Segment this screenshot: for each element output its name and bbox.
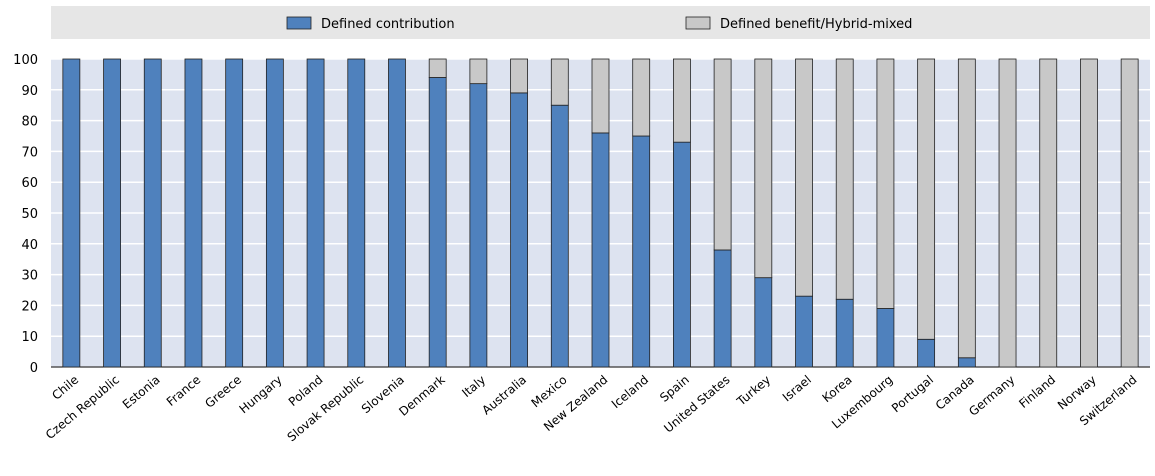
bar-segment-defined-contribution <box>957 357 976 368</box>
bar-segment-defined-benefit <box>469 58 488 85</box>
x-tick-label: Denmark <box>396 373 447 419</box>
bar-segment-defined-benefit <box>795 58 813 297</box>
bar-segment-defined-contribution <box>795 295 813 368</box>
x-tick-label: Finland <box>1016 373 1058 411</box>
y-tick-label: 30 <box>21 269 38 284</box>
bar-segment-defined-contribution <box>428 77 447 368</box>
bar-segment-defined-benefit <box>550 58 569 106</box>
bar-segment-defined-contribution <box>876 308 895 368</box>
x-tick-label: Korea <box>820 373 855 406</box>
bar-segment-defined-contribution <box>388 58 406 368</box>
bar-segment-defined-benefit <box>957 58 976 359</box>
legend-swatch <box>286 16 312 30</box>
bar-segment-defined-contribution <box>225 58 244 368</box>
x-tick-label: Israel <box>780 373 814 405</box>
bar-segment-defined-benefit <box>591 58 610 134</box>
y-tick-label: 90 <box>21 84 38 99</box>
x-tick-label: Estonia <box>120 373 163 412</box>
x-tick-label: Spain <box>657 373 692 405</box>
bar-segment-defined-contribution <box>591 132 610 368</box>
bar-segment-defined-contribution <box>673 141 691 368</box>
bar-segment-defined-contribution <box>469 83 488 368</box>
x-tick-label: Germany <box>966 373 1017 419</box>
bar-segment-defined-contribution <box>550 104 569 368</box>
legend-label: Defined contribution <box>321 17 455 32</box>
x-tick-label: Chile <box>49 373 81 403</box>
bar-segment-defined-contribution <box>713 249 732 368</box>
y-tick-label: 0 <box>30 361 38 376</box>
bar-segment-defined-benefit <box>1039 58 1058 368</box>
bar-segment-defined-contribution <box>835 298 854 368</box>
x-tick-label: Iceland <box>609 373 651 412</box>
bar-segment-defined-contribution <box>347 58 366 368</box>
bars <box>62 58 1139 368</box>
bar-segment-defined-contribution <box>917 338 936 368</box>
legend-swatch <box>685 16 711 30</box>
x-tick-label: Portugal <box>889 373 936 416</box>
bar-segment-defined-benefit <box>632 58 651 137</box>
x-tick-label: Turkey <box>734 373 774 409</box>
bar-segment-defined-benefit <box>835 58 854 300</box>
y-tick-label: 10 <box>21 330 38 345</box>
bar-segment-defined-benefit <box>713 58 732 251</box>
bar-segment-defined-benefit <box>673 58 691 143</box>
y-tick-label: 60 <box>21 176 38 191</box>
bar-segment-defined-contribution <box>306 58 325 368</box>
bar-segment-defined-contribution <box>265 58 284 368</box>
bar-segment-defined-contribution <box>143 58 162 368</box>
x-tick-label: Czech Republic <box>43 373 122 442</box>
bar-segment-defined-benefit <box>1120 58 1139 368</box>
bar-segment-defined-contribution <box>184 58 203 368</box>
bar-segment-defined-contribution <box>62 58 81 368</box>
x-tick-label: Italy <box>459 373 488 400</box>
bar-segment-defined-benefit <box>754 58 773 279</box>
legend-background <box>51 6 1150 39</box>
bar-segment-defined-benefit <box>998 58 1017 368</box>
bar-segment-defined-contribution <box>754 277 773 368</box>
y-tick-label: 40 <box>21 238 38 253</box>
y-tick-label: 70 <box>21 145 38 160</box>
y-tick-label: 100 <box>13 53 38 68</box>
x-tick-label: Australia <box>479 373 529 418</box>
bar-segment-defined-benefit <box>917 58 936 340</box>
y-tick-label: 20 <box>21 299 38 314</box>
y-tick-label: 80 <box>21 115 38 130</box>
bar-segment-defined-benefit <box>876 58 895 309</box>
legend: Defined contribution Defined benefit/Hybr… <box>286 16 912 32</box>
bar-segment-defined-contribution <box>510 92 528 368</box>
bar-segment-defined-benefit <box>428 58 447 78</box>
bar-segment-defined-contribution <box>103 58 121 368</box>
legend-label: Defined benefit/Hybrid-mixed <box>720 17 912 32</box>
bar-segment-defined-benefit <box>1080 58 1098 368</box>
x-tick-label: Hungary <box>237 373 285 417</box>
x-tick-label: France <box>164 373 204 409</box>
bar-segment-defined-contribution <box>632 135 651 368</box>
bar-segment-defined-benefit <box>510 58 528 94</box>
y-tick-label: 50 <box>21 207 38 222</box>
